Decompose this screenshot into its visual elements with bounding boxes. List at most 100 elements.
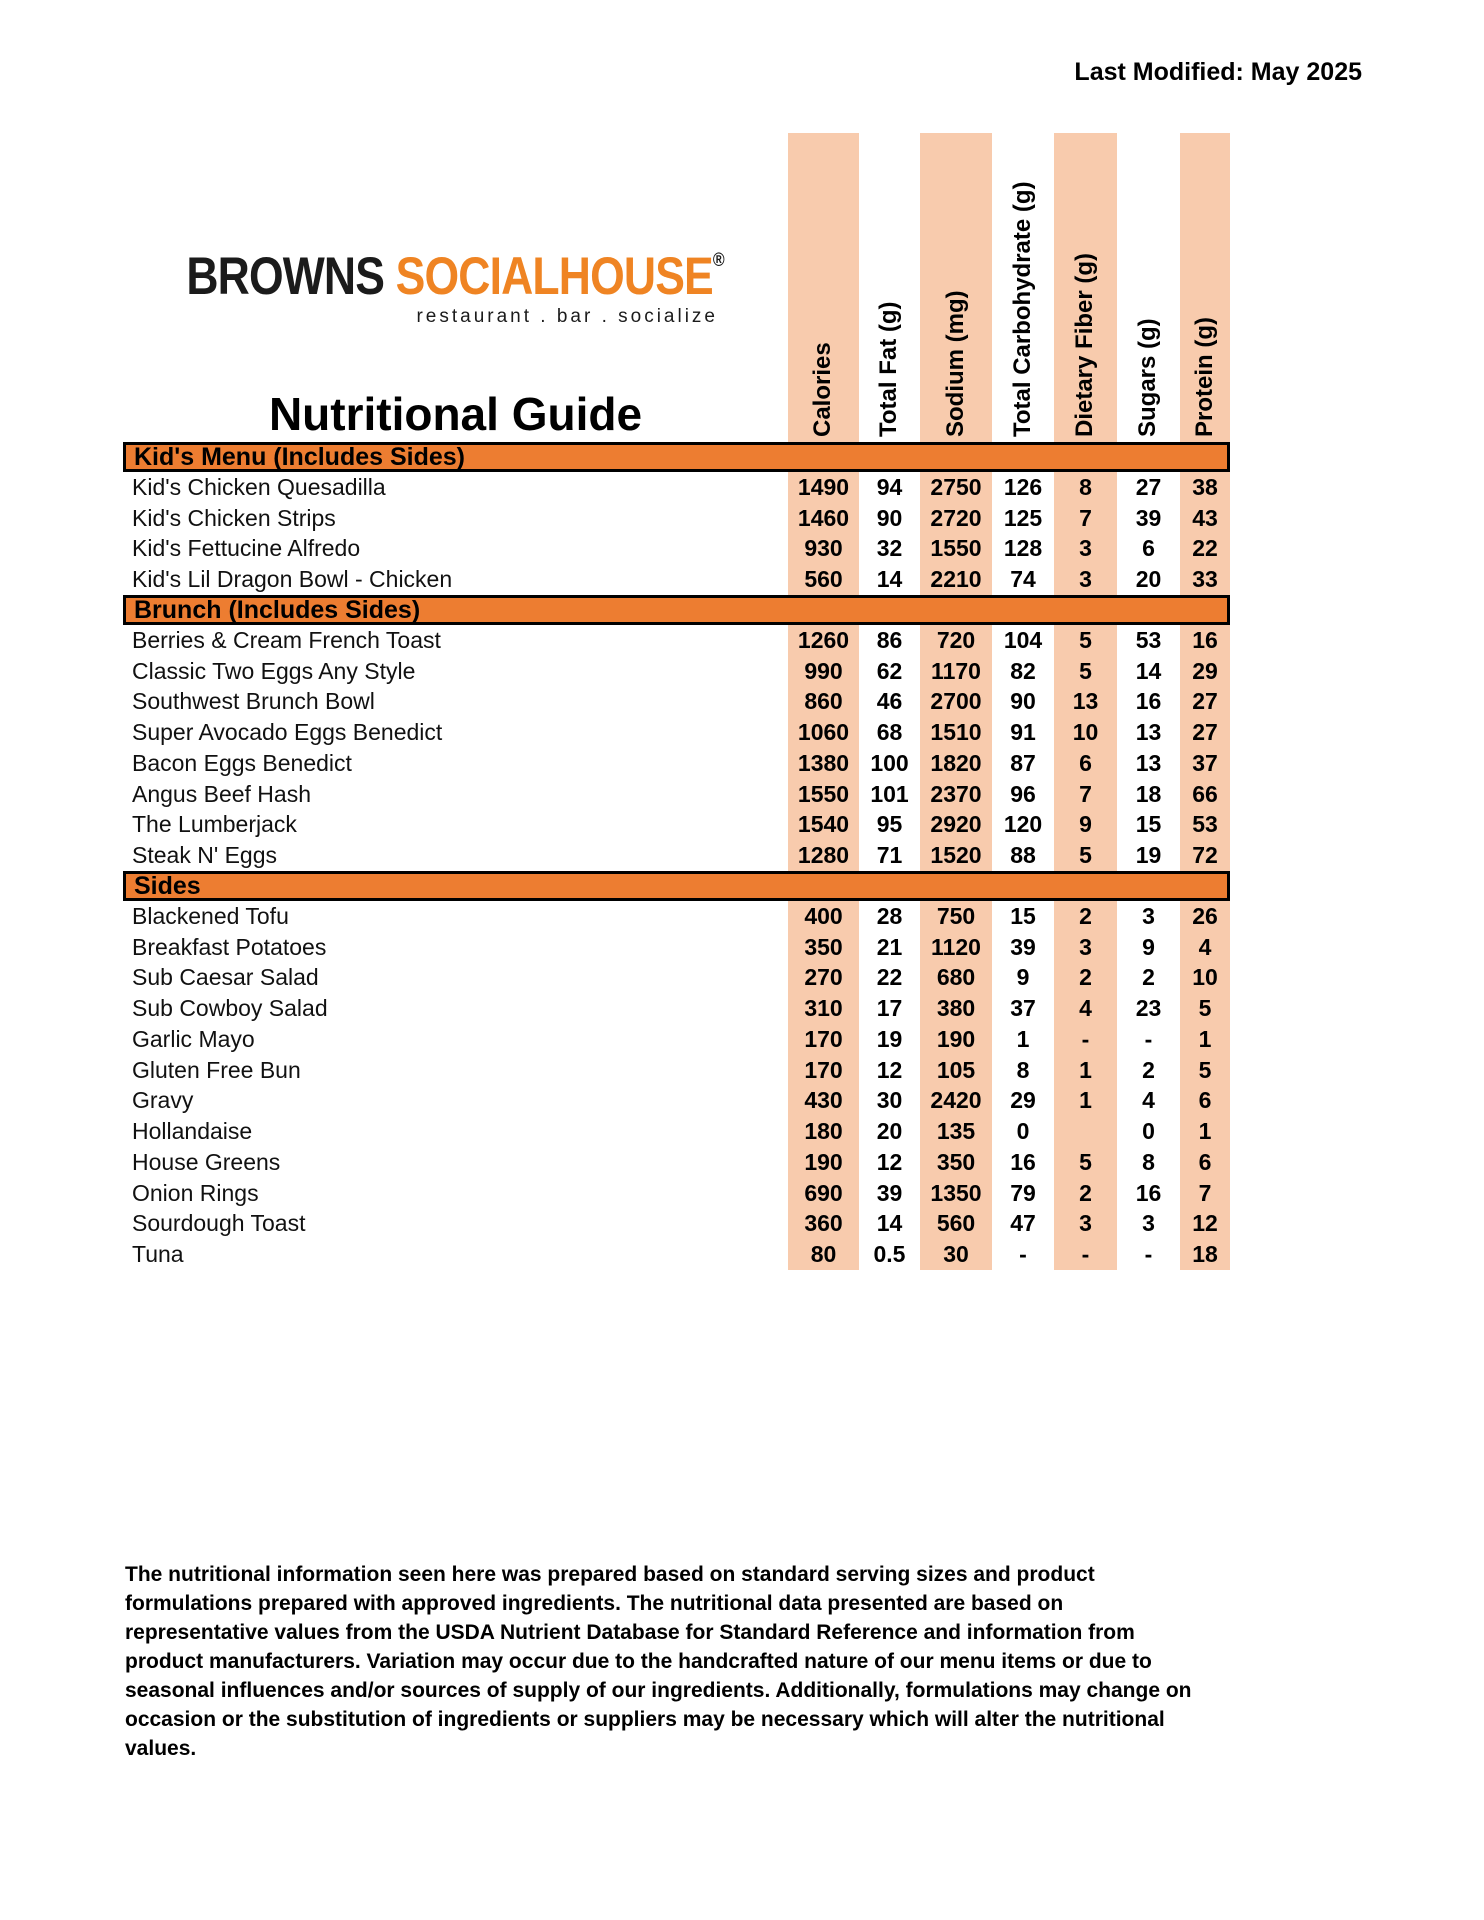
table-row: Southwest Brunch Bowl 860 46 2700 90 13 16 27: [123, 687, 1230, 718]
nutrition-value-cell: 10: [1072, 719, 1099, 746]
item-name-cell: Onion Rings: [132, 1179, 259, 1206]
nutrition-value-cell: 720: [936, 626, 976, 653]
nutrition-value-cell: 9: [1142, 933, 1155, 960]
item-name-cell: Kid's Fettucine Alfredo: [132, 535, 361, 562]
item-name-cell: Sourdough Toast: [132, 1210, 306, 1237]
item-name-cell: Kid's Chicken Strips: [132, 504, 336, 531]
table-row: Angus Beef Hash 1550 101 2370 96 7 18 66: [123, 779, 1230, 810]
nutrition-value-cell: 29: [1192, 657, 1218, 684]
item-name-cell: Steak N' Eggs: [132, 842, 278, 869]
table-row: The Lumberjack 1540 95 2920 120 9 15 53: [123, 810, 1230, 841]
nutrition-table: Kid's Menu (Includes Sides) Kid's Chicken…: [123, 442, 1230, 1270]
disclaimer-text: The nutritional information seen here wa…: [125, 1563, 1192, 1760]
page-title: Nutritional Guide: [268, 388, 643, 440]
nutrition-value-cell: 5: [1079, 1148, 1092, 1175]
nutrition-value-cell: 8: [1016, 1056, 1030, 1083]
nutrition-value-cell: 1510: [930, 719, 982, 746]
nutrition-value-cell: 39: [1010, 933, 1036, 960]
nutrition-value-cell: 6: [1198, 1148, 1212, 1175]
nutrition-value-cell: 27: [1135, 473, 1162, 500]
nutrition-value-cell: 690: [804, 1179, 843, 1206]
item-name-cell: Angus Beef Hash: [132, 780, 312, 807]
nutrition-value-cell: 37: [1010, 995, 1036, 1022]
nutrition-value-cell: 680: [936, 964, 976, 991]
nutrition-value-cell: 15: [1135, 811, 1162, 838]
nutrition-value-cell: 7: [1198, 1179, 1212, 1206]
brand-logo: BROWNS SOCIALHOUSE® restaurant . bar . s…: [123, 250, 788, 328]
nutrition-value-cell: 10: [1192, 964, 1218, 991]
nutrition-value-cell: -: [1144, 1025, 1153, 1052]
nutrition-value-cell: 1280: [797, 842, 850, 869]
item-name-cell: Blackened Tofu: [132, 902, 289, 929]
nutrition-value-cell: 270: [804, 964, 843, 991]
table-row: Garlic Mayo 170 19 190 1 - - 1: [123, 1024, 1230, 1055]
nutrition-value-cell: 2: [1142, 1056, 1155, 1083]
nutrition-value-cell: 12: [1192, 1210, 1218, 1237]
nutrition-value-cell: 5: [1079, 626, 1092, 653]
nutrition-value-cell: 190: [804, 1148, 843, 1175]
brand-tagline: restaurant . bar . socialize: [416, 306, 718, 327]
nutrition-value-cell: 190: [936, 1025, 976, 1052]
nutrition-value-cell: 1: [1079, 1056, 1092, 1083]
nutrition-value-cell: 2720: [930, 504, 982, 531]
nutrition-value-cell: 86: [876, 626, 903, 653]
nutrition-value-cell: 990: [804, 657, 843, 684]
nutrition-value-cell: 14: [876, 566, 903, 593]
column-band-dietary-fiber: [1054, 133, 1117, 1270]
item-name-cell: Gravy: [132, 1087, 194, 1114]
nutrition-value-cell: 62: [876, 657, 903, 684]
item-name-cell: Sub Caesar Salad: [132, 964, 319, 991]
nutrition-value-cell: 53: [1192, 811, 1218, 838]
nutrition-value-cell: 3: [1079, 535, 1092, 562]
nutrition-value-cell: 22: [876, 964, 903, 991]
nutrition-value-cell: 18: [1135, 780, 1162, 807]
table-row: Gluten Free Bun 170 12 105 8 1 2 5: [123, 1055, 1230, 1086]
nutrition-value-cell: 68: [876, 719, 903, 746]
nutrition-value-cell: 5: [1079, 842, 1092, 869]
nutrition-value-cell: 30: [943, 1241, 969, 1268]
nutrition-value-cell: 400: [804, 902, 843, 929]
nutrition-value-cell: 72: [1192, 842, 1218, 869]
nutrition-value-cell: 2: [1142, 964, 1155, 991]
brand-wordmark: BROWNS SOCIALHOUSE®: [176, 250, 735, 303]
section-header: Brunch (Includes Sides): [123, 595, 1230, 625]
column-header-dietary-fiber: Dietary Fiber (g): [1071, 252, 1098, 437]
nutrition-value-cell: 2370: [930, 780, 982, 807]
nutrition-value-cell: 1170: [931, 657, 981, 684]
nutrition-value-cell: 105: [936, 1056, 976, 1083]
nutrition-value-cell: 1490: [797, 473, 850, 500]
nutrition-value-cell: 1550: [930, 535, 982, 562]
table-row: Kid's Chicken Strips 1460 90 2720 125 7 39 43: [123, 503, 1230, 534]
nutrition-value-cell: 39: [1135, 504, 1162, 531]
nutrition-value-cell: 104: [1003, 626, 1043, 653]
nutrition-value-cell: 750: [936, 902, 976, 929]
item-name-cell: Kid's Lil Dragon Bowl - Chicken: [132, 566, 453, 593]
nutrition-value-cell: 1380: [797, 749, 850, 776]
nutrition-value-cell: 82: [1010, 657, 1036, 684]
nutrition-value-cell: 3: [1079, 933, 1092, 960]
nutrition-value-cell: 27: [1192, 688, 1218, 715]
nutrition-value-cell: 0: [1142, 1118, 1155, 1145]
nutrition-value-cell: 19: [876, 1025, 903, 1052]
nutrition-value-cell: 8: [1079, 473, 1092, 500]
table-row: Kid's Chicken Quesadilla 1490 94 2750 126 8 27…: [123, 472, 1230, 503]
nutrition-value-cell: 350: [936, 1148, 976, 1175]
nutrition-value-cell: 1350: [930, 1179, 982, 1206]
nutrition-value-cell: 2210: [930, 566, 982, 593]
nutrition-value-cell: 3: [1142, 1210, 1155, 1237]
column-header-calories: Calories: [809, 342, 836, 437]
nutrition-value-cell: 5: [1198, 1056, 1212, 1083]
table-row: Onion Rings 690 39 1350 79 2 16 7: [123, 1178, 1230, 1209]
nutrition-value-cell: 100: [870, 749, 909, 776]
table-row: Kid's Fettucine Alfredo 930 32 1550 128 3 6 22: [123, 534, 1230, 565]
nutrition-value-cell: -: [1019, 1241, 1027, 1268]
table-row: Tuna 80 0.5 30 - - - 18: [123, 1239, 1230, 1270]
column-header-sugars: Sugars (g): [1134, 318, 1161, 437]
nutrition-value-cell: 17: [876, 995, 903, 1022]
nutrition-value-cell: 3: [1079, 1210, 1092, 1237]
nutrition-value-cell: 13: [1072, 688, 1099, 715]
nutrition-value-cell: 0.5: [873, 1241, 906, 1268]
table-row: House Greens 190 12 350 16 5 8 6: [123, 1147, 1230, 1178]
nutrition-value-cell: 18: [1192, 1241, 1218, 1268]
nutrition-value-cell: 6: [1142, 535, 1155, 562]
